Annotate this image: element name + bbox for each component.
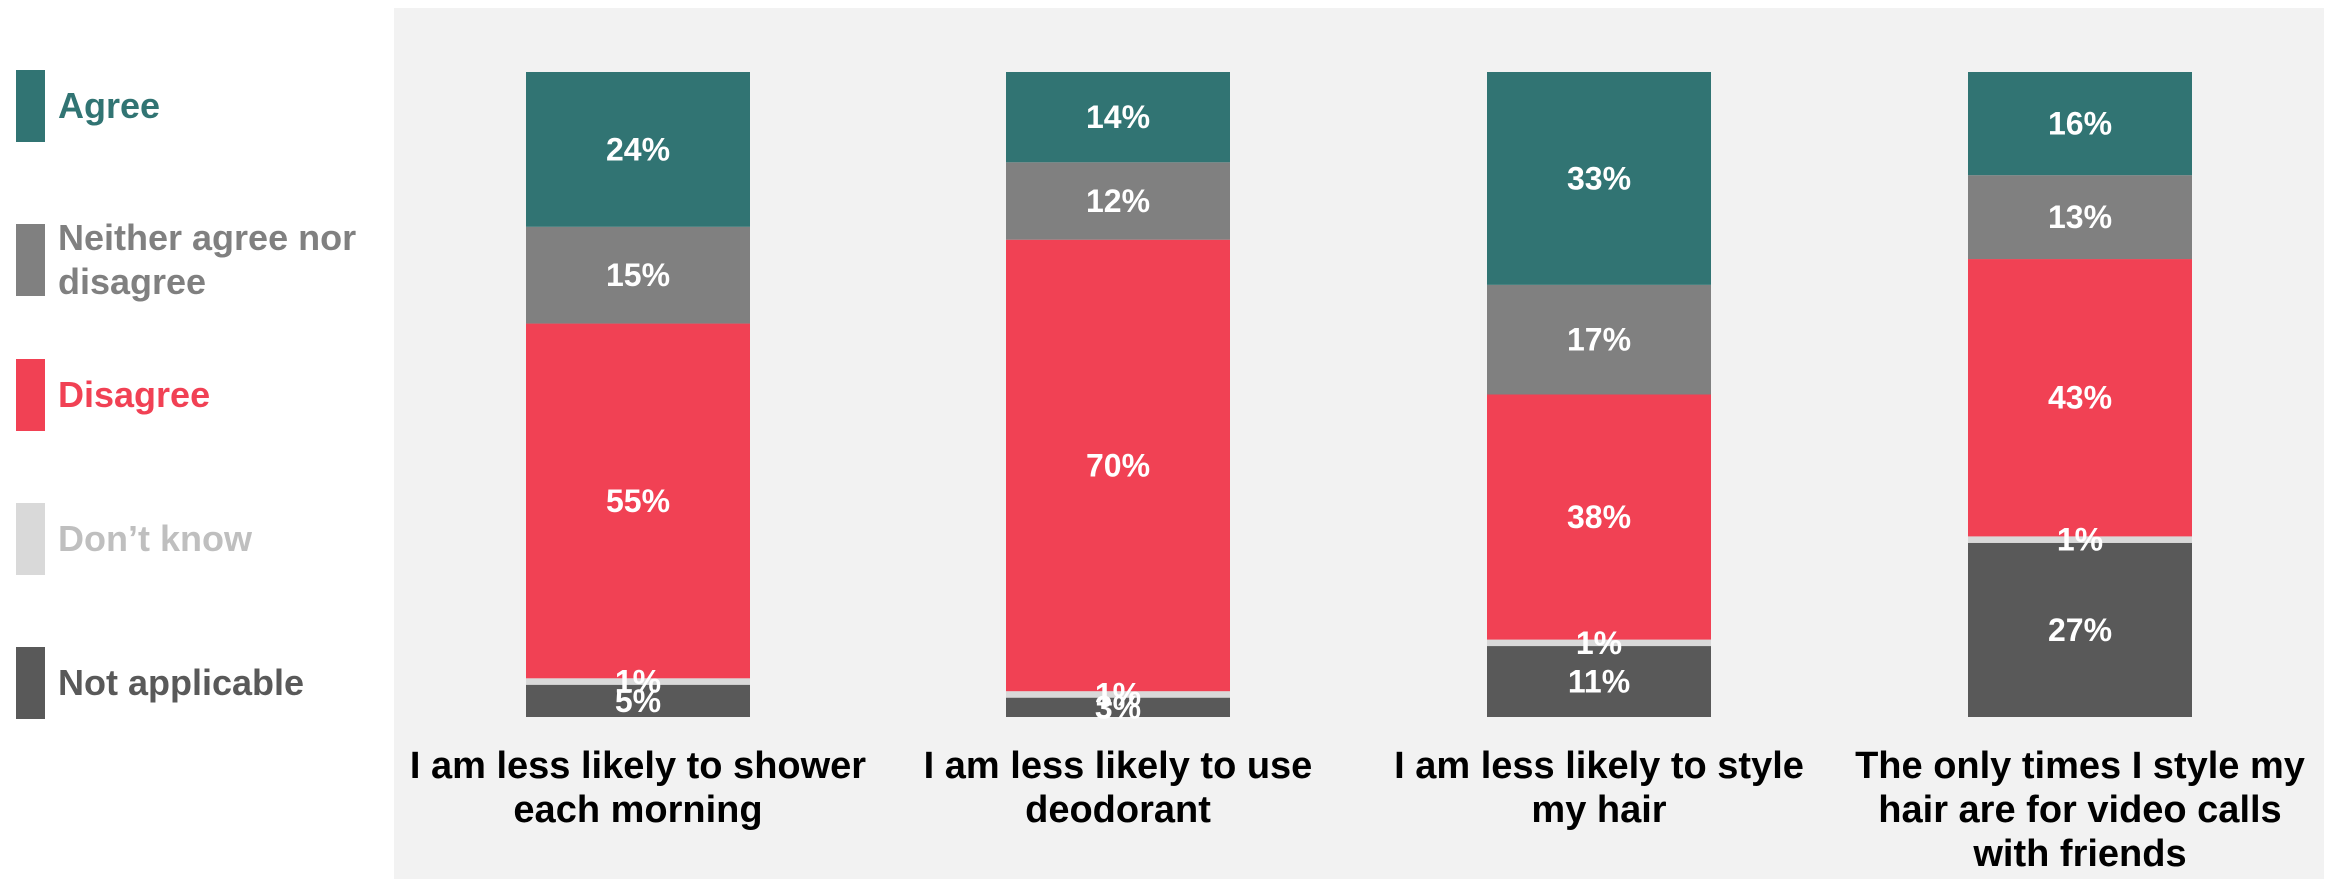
legend-item-not-applicable: Not applicable	[16, 647, 388, 719]
data-label-dont-know-4: 1%	[2057, 522, 2103, 558]
data-label-dont-know-3: 1%	[1576, 625, 1622, 661]
category-label-3-line-2: my hair	[1531, 789, 1666, 831]
bar-segment-dont-know-1	[526, 678, 750, 685]
data-label-agree-3: 33%	[1567, 160, 1631, 196]
legend-swatch-dont-know	[16, 503, 45, 575]
data-label-agree-1: 24%	[606, 131, 670, 167]
legend-item-dont-know: Don’t know	[16, 503, 388, 575]
bars	[526, 72, 2192, 717]
legend-swatch-agree	[16, 70, 45, 142]
bar-segment-dont-know-3	[1487, 639, 1711, 647]
bar-segment-neither-3	[1487, 284, 1711, 395]
data-label-agree-2: 14%	[1086, 99, 1150, 135]
legend-item-agree: Agree	[16, 70, 388, 142]
bar-segment-neither-2	[1006, 162, 1230, 240]
bar-segment-not-applicable-1	[526, 684, 750, 717]
data-label-neither-1: 15%	[606, 257, 670, 293]
bar-segment-disagree-4	[1968, 259, 2192, 537]
bar-segment-dont-know-2	[1006, 691, 1230, 698]
bar-segment-disagree-1	[526, 323, 750, 679]
bar-segment-agree-4	[1968, 72, 2192, 176]
data-label-disagree-1: 55%	[606, 483, 670, 519]
legend-item-disagree: Disagree	[16, 359, 388, 431]
legend-label-neither: Neither agree nor disagree	[58, 217, 357, 302]
data-label-neither-3: 17%	[1567, 322, 1631, 358]
data-label-dont-know-1: 1%	[615, 664, 661, 700]
legend-swatch-neither	[16, 224, 45, 296]
category-label-4-line-1: The only times I style my	[1855, 745, 2305, 787]
legend-label-agree: Agree	[58, 85, 161, 126]
bar-segment-agree-1	[526, 72, 750, 227]
legend-item-neither: Neither agree nor disagree	[16, 216, 388, 304]
category-label-4-line-3: with friends	[1972, 833, 2186, 875]
data-label-neither-4: 13%	[2048, 199, 2112, 235]
bar-segment-disagree-3	[1487, 394, 1711, 640]
category-label-1-line-1: I am less likely to shower	[410, 745, 866, 787]
data-label-neither-2: 12%	[1086, 183, 1150, 219]
data-label-dont-know-2: 1%	[1095, 676, 1141, 712]
legend-label-dont-know: Don’t know	[58, 518, 252, 559]
bar-segment-disagree-2	[1006, 239, 1230, 692]
bar-segment-agree-2	[1006, 72, 1230, 163]
category-label-2-line-2: deodorant	[1025, 789, 1211, 831]
bar-segment-neither-4	[1968, 175, 2192, 260]
data-label-disagree-3: 38%	[1567, 499, 1631, 535]
bar-segment-neither-1	[526, 226, 750, 324]
data-label-not-applicable-1: 5%	[615, 683, 661, 719]
bar-segment-dont-know-4	[1968, 536, 2192, 543]
data-label-disagree-2: 70%	[1086, 447, 1150, 483]
legend-label-disagree: Disagree	[58, 374, 211, 415]
data-label-disagree-4: 43%	[2048, 380, 2112, 416]
legend-swatch-disagree	[16, 359, 45, 431]
segment-labels: 5%1%55%15%24%3%1%70%12%14%11%1%38%17%33%…	[606, 99, 2112, 725]
data-label-not-applicable-4: 27%	[2048, 612, 2112, 648]
category-label-4-line-2: hair are for video calls	[1878, 789, 2281, 831]
bar-segment-not-applicable-3	[1487, 646, 1711, 717]
legend-swatch-not-applicable	[16, 647, 45, 719]
bar-segment-not-applicable-4	[1968, 542, 2192, 717]
category-label-2-line-1: I am less likely to use	[924, 745, 1313, 787]
category-label-3-line-1: I am less likely to style	[1394, 745, 1804, 787]
legend: Agree Neither agree nor disagree Disagre…	[0, 0, 390, 879]
bar-segment-agree-3	[1487, 72, 1711, 285]
bar-segment-not-applicable-2	[1006, 697, 1230, 717]
data-label-agree-4: 16%	[2048, 106, 2112, 142]
legend-label-not-applicable: Not applicable	[58, 662, 305, 703]
data-label-not-applicable-2: 3%	[1095, 689, 1141, 725]
data-label-not-applicable-3: 11%	[1568, 664, 1630, 700]
category-label-1-line-2: each morning	[513, 789, 762, 831]
